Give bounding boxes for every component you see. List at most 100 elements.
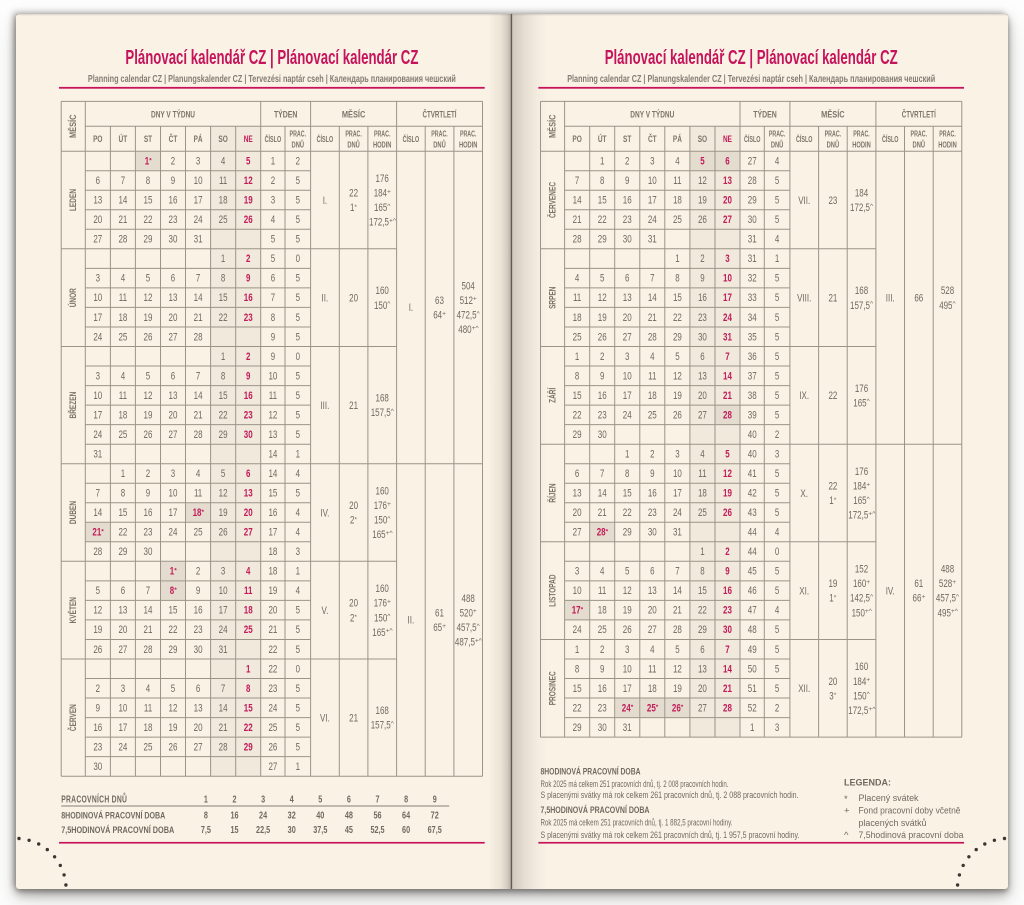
svg-text:3: 3 (625, 644, 629, 656)
svg-text:72: 72 (431, 811, 440, 822)
svg-text:1: 1 (246, 663, 250, 675)
svg-text:XI.: XI. (799, 585, 809, 597)
svg-text:XII.: XII. (798, 683, 810, 695)
svg-text:29: 29 (573, 722, 582, 734)
svg-text:4: 4 (296, 507, 300, 519)
svg-text:50: 50 (748, 663, 757, 675)
svg-text:11: 11 (648, 370, 656, 382)
svg-text:150^: 150^ (853, 690, 870, 702)
svg-text:3: 3 (675, 449, 679, 461)
svg-text:2: 2 (600, 644, 604, 656)
svg-text:10: 10 (194, 175, 203, 187)
svg-text:30: 30 (244, 429, 253, 441)
svg-text:24: 24 (673, 507, 682, 519)
svg-text:18: 18 (648, 390, 657, 402)
svg-text:16: 16 (194, 605, 203, 617)
svg-text:VII.: VII. (798, 195, 810, 207)
svg-text:23: 23 (194, 624, 203, 636)
svg-text:30: 30 (169, 234, 178, 246)
svg-text:12: 12 (144, 292, 153, 304)
svg-text:160: 160 (376, 583, 389, 595)
svg-text:17: 17 (93, 312, 102, 324)
svg-text:26: 26 (169, 741, 178, 753)
svg-text:14: 14 (194, 390, 203, 402)
svg-text:17: 17 (118, 722, 127, 734)
svg-text:480+^: 480+^ (458, 324, 479, 336)
svg-text:15: 15 (573, 390, 582, 402)
svg-text:4: 4 (121, 370, 125, 382)
svg-text:5: 5 (296, 292, 300, 304)
svg-text:40: 40 (748, 449, 757, 461)
svg-text:184+: 184+ (853, 481, 870, 493)
svg-text:14: 14 (573, 195, 582, 207)
svg-text:Placený svátek: Placený svátek (859, 793, 919, 804)
svg-text:12: 12 (169, 702, 178, 714)
svg-text:172,5+^: 172,5+^ (369, 217, 397, 229)
svg-text:PRAC.: PRAC. (825, 130, 842, 139)
svg-text:30: 30 (598, 722, 607, 734)
svg-text:20: 20 (698, 683, 707, 695)
svg-text:17: 17 (673, 488, 682, 500)
svg-text:PÁ: PÁ (194, 134, 203, 144)
svg-text:13: 13 (573, 488, 582, 500)
svg-text:DNŮ: DNŮ (347, 139, 360, 149)
svg-text:18: 18 (144, 722, 153, 734)
svg-text:13: 13 (268, 429, 277, 441)
svg-text:17*: 17* (572, 605, 584, 617)
svg-text:5: 5 (146, 273, 150, 285)
svg-text:MĚSÍC: MĚSÍC (821, 108, 845, 120)
svg-text:15: 15 (219, 390, 228, 402)
svg-text:165+^: 165+^ (372, 627, 393, 639)
svg-text:2: 2 (171, 156, 175, 168)
svg-text:5: 5 (296, 741, 300, 753)
svg-text:PRAC.: PRAC. (769, 130, 786, 139)
svg-text:7: 7 (221, 683, 225, 695)
svg-text:18: 18 (598, 605, 607, 617)
svg-text:5: 5 (675, 351, 679, 363)
svg-text:4: 4 (296, 468, 300, 480)
svg-text:5: 5 (775, 331, 779, 343)
svg-text:10: 10 (169, 488, 178, 500)
svg-text:I.: I. (409, 302, 413, 314)
svg-text:25: 25 (268, 722, 277, 734)
svg-text:19: 19 (93, 624, 102, 636)
svg-text:5: 5 (775, 624, 779, 636)
svg-text:8: 8 (600, 175, 604, 187)
svg-text:4: 4 (575, 273, 579, 285)
svg-text:8: 8 (204, 811, 208, 822)
svg-text:15: 15 (573, 683, 582, 695)
svg-text:16: 16 (230, 811, 239, 822)
svg-text:12: 12 (673, 370, 682, 382)
svg-text:5: 5 (296, 722, 300, 734)
svg-text:8: 8 (246, 683, 250, 695)
svg-text:HODIN: HODIN (852, 140, 871, 149)
svg-text:5: 5 (775, 683, 779, 695)
svg-text:2: 2 (96, 683, 100, 695)
svg-text:LEGENDA:: LEGENDA: (844, 778, 891, 789)
svg-text:9: 9 (625, 175, 629, 187)
svg-text:5: 5 (296, 273, 300, 285)
svg-text:ČERVEN: ČERVEN (67, 704, 78, 731)
svg-text:23: 23 (698, 312, 707, 324)
svg-text:25: 25 (648, 409, 657, 421)
svg-text:11: 11 (119, 292, 127, 304)
svg-text:520+: 520+ (460, 607, 477, 619)
svg-text:14: 14 (268, 468, 277, 480)
svg-text:0: 0 (775, 546, 779, 558)
svg-text:22: 22 (244, 722, 253, 734)
svg-text:23: 23 (144, 527, 153, 539)
svg-text:5: 5 (600, 273, 604, 285)
svg-text:MĚSÍC: MĚSÍC (67, 114, 78, 138)
svg-text:18: 18 (268, 566, 277, 578)
svg-text:13: 13 (623, 292, 632, 304)
svg-text:20: 20 (723, 195, 732, 207)
svg-text:528+: 528+ (939, 578, 956, 590)
svg-text:16: 16 (169, 195, 178, 207)
svg-text:18: 18 (268, 546, 277, 558)
svg-text:19: 19 (144, 409, 153, 421)
svg-text:5: 5 (296, 370, 300, 382)
svg-text:5: 5 (296, 488, 300, 500)
svg-text:184+: 184+ (374, 188, 391, 200)
svg-text:64+: 64+ (433, 310, 446, 322)
svg-text:6: 6 (121, 585, 125, 597)
